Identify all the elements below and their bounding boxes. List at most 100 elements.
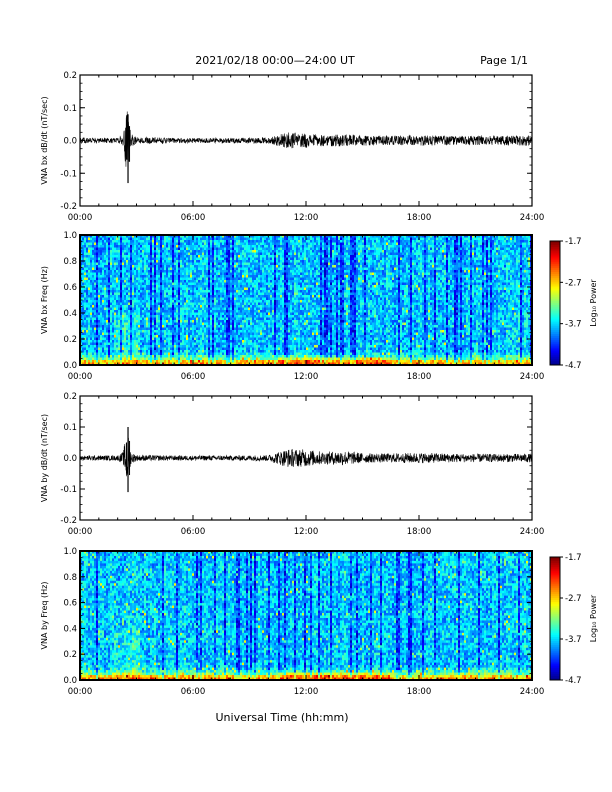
spectrogram-cell: [192, 265, 194, 268]
spectrogram-cell: [198, 243, 200, 246]
spectrogram-cell: [158, 263, 160, 266]
spectrogram-cell: [162, 258, 164, 261]
spectrogram-cell: [214, 248, 216, 251]
spectrogram-cell: [82, 288, 84, 291]
spectrogram-cell: [114, 268, 116, 271]
spectrogram-cell: [252, 260, 254, 263]
spectrogram-cell: [272, 238, 274, 241]
spectrogram-cell: [332, 283, 334, 286]
spectrogram-cell: [370, 260, 372, 263]
spectrogram-cell: [220, 248, 222, 251]
spectrogram-cell: [272, 268, 274, 271]
spectrogram-cell: [248, 275, 250, 278]
spectrogram-cell: [272, 260, 274, 263]
spectrogram-cell: [180, 243, 182, 246]
spectrogram-cell: [202, 250, 204, 253]
spectrogram-cell: [256, 265, 258, 268]
spectrogram-cell: [506, 248, 508, 251]
spectrogram-cell: [82, 245, 84, 248]
spectrogram-cell: [216, 250, 218, 253]
spectrogram-cell: [190, 270, 192, 273]
spectrogram-cell: [452, 243, 454, 246]
spectrogram-cell: [460, 280, 462, 283]
spectrogram-cell: [118, 263, 120, 266]
spectrogram-cell: [518, 243, 520, 246]
spectrogram-cell: [106, 270, 108, 273]
spectrogram-cell: [482, 238, 484, 241]
spectrogram-cell: [106, 250, 108, 253]
spectrogram-cell: [234, 243, 236, 246]
spectrogram-cell: [366, 275, 368, 278]
spectrogram-cell: [230, 250, 232, 253]
spectrogram-cell: [264, 255, 266, 258]
spectrogram-cell: [188, 273, 190, 276]
spectrogram-cell: [220, 283, 222, 286]
spectrogram-cell: [496, 283, 498, 286]
spectrogram-cell: [112, 268, 114, 271]
spectrogram-cell: [290, 250, 292, 253]
spectrogram-cell: [510, 280, 512, 283]
spectrogram-cell: [460, 273, 462, 276]
spectrogram-cell: [224, 258, 226, 261]
spectrogram-cell: [390, 258, 392, 261]
spectrogram-cell: [156, 260, 158, 263]
spectrogram-cell: [334, 288, 336, 291]
spectrogram-cell: [428, 260, 430, 263]
spectrogram-cell: [302, 240, 304, 243]
spectrogram-cell: [394, 240, 396, 243]
spectrogram-cell: [386, 238, 388, 241]
spectrogram-cell: [512, 260, 514, 263]
spectrogram-cell: [278, 243, 280, 246]
spectrogram-cell: [282, 265, 284, 268]
spectrogram-cell: [314, 258, 316, 261]
spectrogram-cell: [348, 270, 350, 273]
spectrogram-cell: [386, 258, 388, 261]
spectrogram-cell: [342, 260, 344, 263]
spectrogram-cell: [218, 268, 220, 271]
spectrogram-cell: [338, 283, 340, 286]
spectrogram-cell: [100, 255, 102, 258]
spectrogram-cell: [446, 245, 448, 248]
spectrogram-cell: [242, 238, 244, 241]
spectrogram-cell: [170, 285, 172, 288]
spectrogram-cell: [134, 278, 136, 281]
spectrogram-cell: [502, 253, 504, 256]
spectrogram-cell: [468, 253, 470, 256]
spectrogram-cell: [478, 273, 480, 276]
spectrogram-cell: [438, 278, 440, 281]
spectrogram-cell: [224, 265, 226, 268]
spectrogram-cell: [236, 255, 238, 258]
spectrogram-cell: [318, 260, 320, 263]
spectrogram-cell: [388, 285, 390, 288]
spectrogram-cell: [170, 255, 172, 258]
spectrogram-cell: [216, 253, 218, 256]
spectrogram-cell: [320, 280, 322, 283]
spectrogram-cell: [516, 278, 518, 281]
spectrogram-cell: [356, 275, 358, 278]
spectrogram-cell: [398, 255, 400, 258]
spectrogram-cell: [516, 263, 518, 266]
spectrogram-cell: [428, 240, 430, 243]
spectrogram-cell: [314, 245, 316, 248]
spectrogram-cell: [166, 273, 168, 276]
spectrogram-cell: [246, 260, 248, 263]
spectrogram-cell: [180, 240, 182, 243]
spectrogram-cell: [370, 263, 372, 266]
spectrogram-cell: [114, 238, 116, 241]
spectrogram-cell: [422, 255, 424, 258]
spectrogram-cell: [438, 248, 440, 251]
spectrogram-cell: [486, 278, 488, 281]
spectrogram-cell: [492, 275, 494, 278]
spectrogram-cell: [462, 255, 464, 258]
spectrogram-cell: [216, 258, 218, 261]
spectrogram-cell: [122, 248, 124, 251]
spectrogram-cell: [276, 253, 278, 256]
spectrogram-cell: [240, 243, 242, 246]
spectrogram-cell: [224, 243, 226, 246]
spectrogram-cell: [446, 240, 448, 243]
spectrogram-cell: [500, 265, 502, 268]
spectrogram-cell: [120, 260, 122, 263]
spectrogram-cell: [318, 238, 320, 241]
spectrogram-cell: [132, 258, 134, 261]
spectrogram-cell: [416, 245, 418, 248]
